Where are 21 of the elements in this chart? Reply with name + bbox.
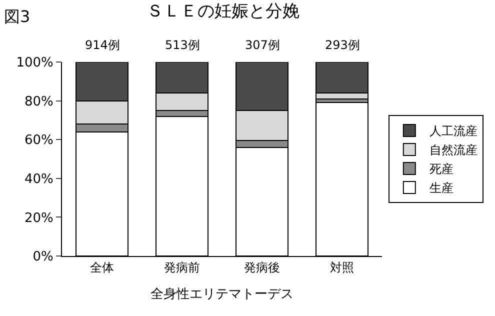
- y-tick-label: 20%: [24, 210, 54, 226]
- x-tick-label: 対照: [330, 260, 354, 274]
- chart-title: ＳＬＥの妊娠と分娩: [146, 2, 300, 22]
- legend-label: 死産: [429, 162, 454, 176]
- text: 513例: [165, 38, 200, 52]
- x-tick-label: 全体: [90, 260, 114, 274]
- y-tick-label: 0%: [32, 250, 54, 265]
- x-tick-label: 発病前: [164, 260, 200, 274]
- legend-label: 自然流産: [429, 143, 478, 158]
- legend-label: 人工流産: [429, 124, 478, 138]
- y-tick-label: 80%: [24, 94, 54, 110]
- text: 307例: [245, 38, 280, 52]
- y-tick-label: 40%: [24, 172, 54, 187]
- x-axis-title: 全身性エリテマトーデス: [150, 287, 294, 302]
- y-tick-label: 100%: [16, 56, 54, 71]
- x-tick-label: 発病後: [244, 260, 280, 274]
- text: 293例: [325, 38, 360, 52]
- text: 914例: [85, 38, 120, 52]
- y-tick-label: 60%: [24, 133, 54, 148]
- caption: 図3: [4, 7, 30, 26]
- legend-label: 生産: [429, 181, 454, 196]
